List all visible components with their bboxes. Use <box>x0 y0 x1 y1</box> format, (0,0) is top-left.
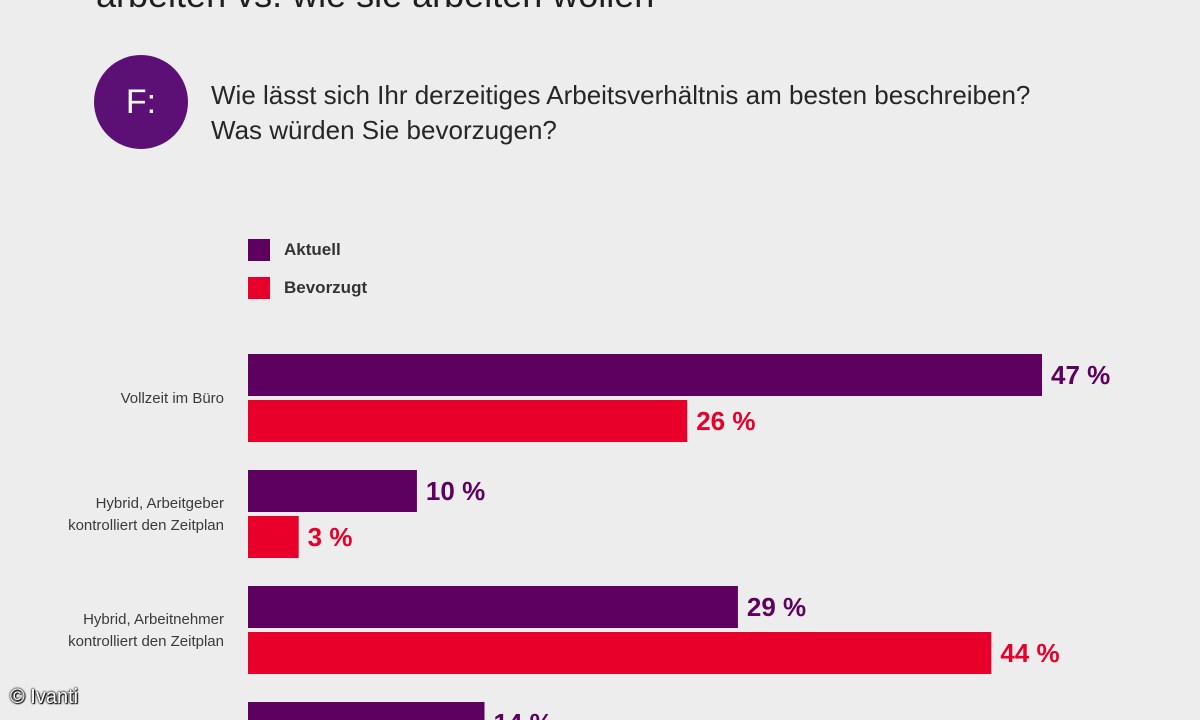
question-text: Wie lässt sich Ihr derzeitiges Arbeitsve… <box>211 80 1031 145</box>
bar-current <box>248 586 738 628</box>
data-label-current: 14 % <box>494 708 553 720</box>
data-label-preferred: 3 % <box>308 522 353 552</box>
bar-current <box>248 702 485 720</box>
chart-title-partial: arbeiten vs. wie sie arbeiten wollen <box>96 0 654 16</box>
question-badge: F: <box>94 55 188 149</box>
data-label-current: 47 % <box>1051 360 1110 390</box>
legend-swatch-current <box>248 239 270 261</box>
legend-item-current: Aktuell <box>248 239 341 261</box>
data-label-current: 29 % <box>747 592 806 622</box>
data-label-current: 10 % <box>426 476 485 506</box>
bar-preferred <box>248 632 992 674</box>
bar-preferred <box>248 516 299 558</box>
category-label: Hybrid, Arbeitgeber kontrolliert den Zeit… <box>68 495 224 534</box>
bar-current <box>248 470 417 512</box>
legend-label-preferred: Bevorzugt <box>284 278 368 297</box>
legend-item-preferred: Bevorzugt <box>248 277 367 299</box>
legend-label-current: Aktuell <box>284 240 341 259</box>
bar-current <box>248 354 1042 396</box>
category-label: Hybrid, Arbeitnehmer kontrolliert den Zei… <box>68 611 224 650</box>
bar-preferred <box>248 400 688 442</box>
category-label: Vollzeit im Büro <box>121 390 224 407</box>
data-label-preferred: 26 % <box>696 406 755 436</box>
legend-swatch-preferred <box>248 277 270 299</box>
data-label-preferred: 44 % <box>1000 638 1059 668</box>
copyright-credit: © Ivanti <box>10 686 79 708</box>
